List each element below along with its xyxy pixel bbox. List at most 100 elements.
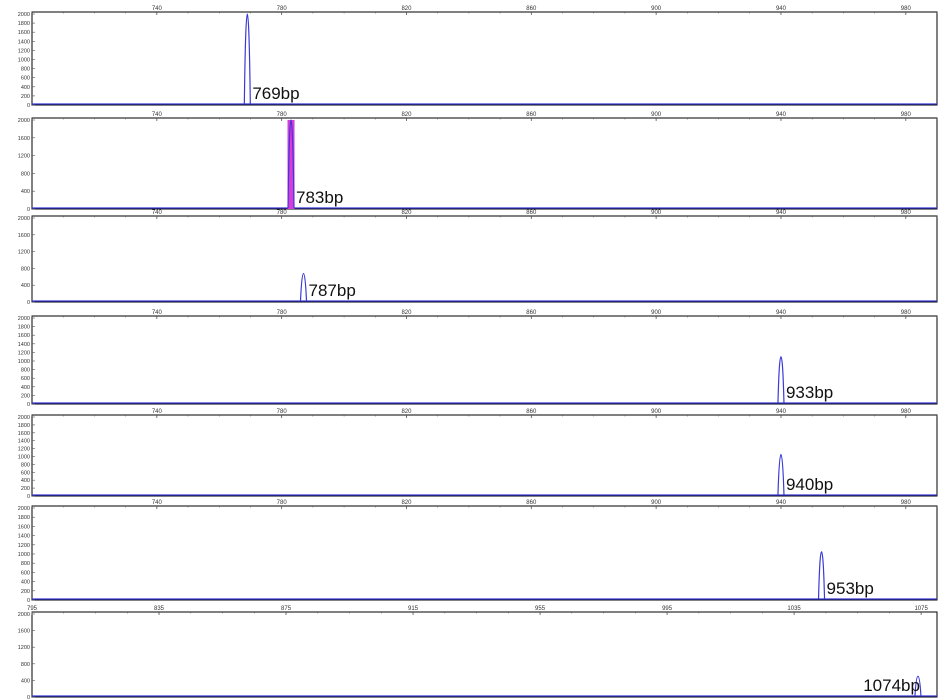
y-tick-label: 200 [21,94,30,100]
y-tick-label: 800 [21,662,30,668]
y-tick-label: 600 [21,76,30,82]
y-tick-label: 1000 [18,455,30,461]
y-tick-label: 1800 [18,325,30,331]
x-tick-label: 915 [408,606,419,612]
panel-7: 795 835 875 915 955 995 1035 1075 0 400 800 1200 160… [18,606,938,700]
peak-label: 783bp [296,188,343,207]
y-tick-label: 400 [21,189,30,195]
x-tick-label: 820 [401,210,412,216]
y-tick-label: 1800 [18,515,30,521]
peak-highlight [287,120,295,209]
y-tick-label: 400 [21,580,30,586]
x-tick-label: 740 [152,409,163,415]
y-tick-label: 1200 [18,350,30,356]
y-tick-label: 2000 [18,12,30,18]
peak [777,453,785,496]
x-tick-label: 860 [526,500,537,506]
y-tick-label: 1600 [18,333,30,339]
y-tick-label: 600 [21,470,30,476]
y-tick-label: 0 [27,103,30,109]
peak-label: 933bp [786,383,833,402]
y-tick-label: 1600 [18,629,30,635]
x-tick-label: 980 [901,210,912,216]
x-tick-label: 860 [526,310,537,316]
y-tick-label: 0 [27,598,30,604]
x-tick-label: 860 [526,210,537,216]
y-tick-label: 2000 [18,316,30,322]
y-tick-label: 400 [21,283,30,289]
x-tick-label: 820 [401,409,412,415]
y-tick-label: 1600 [18,233,30,239]
x-tick-label: 780 [277,6,288,12]
x-tick-label: 780 [277,112,288,118]
panel-frame [31,414,938,497]
x-tick-label: 740 [152,112,163,118]
x-tick-label: 940 [776,409,787,415]
y-tick-label: 1400 [18,439,30,445]
x-tick-label: 980 [901,112,912,118]
y-tick-label: 0 [27,207,30,213]
panel-frame [31,315,938,405]
peak-label: 940bp [786,475,833,494]
x-tick-label: 835 [154,606,165,612]
y-tick-label: 2000 [18,118,30,124]
peak [299,272,308,302]
x-tick-label: 980 [901,310,912,316]
y-tick-label: 1400 [18,534,30,540]
y-tick-label: 0 [27,494,30,500]
x-tick-label: 980 [901,409,912,415]
y-tick-label: 1600 [18,431,30,437]
x-tick-label: 980 [901,500,912,506]
y-tick-label: 0 [27,300,30,306]
x-tick-label: 780 [277,210,288,216]
x-tick-label: 1035 [787,606,801,612]
panel-frame [31,611,938,698]
panel-4: 740 780 820 860 900 940 980 0 200 400 600 800 1000 12… [18,310,938,408]
y-tick-label: 1800 [18,21,30,27]
x-tick-label: 820 [401,6,412,12]
x-tick-label: 860 [526,6,537,12]
y-tick-label: 1200 [18,250,30,256]
y-tick-label: 2000 [18,612,30,618]
x-tick-label: 795 [27,606,38,612]
y-tick-label: 800 [21,462,30,468]
x-tick-label: 860 [526,409,537,415]
x-tick-label: 780 [277,500,288,506]
x-tick-label: 860 [526,112,537,118]
x-tick-label: 940 [776,112,787,118]
x-tick-label: 940 [776,6,787,12]
y-tick-label: 1600 [18,136,30,142]
x-tick-label: 820 [401,500,412,506]
peak-label: 769bp [252,84,299,103]
peak-label: 1074bp [863,676,920,695]
y-tick-label: 600 [21,570,30,576]
peak [914,675,922,697]
panel-frame [31,505,938,601]
x-tick-label: 780 [277,310,288,316]
x-tick-label: 900 [651,500,662,506]
y-tick-label: 800 [21,171,30,177]
peak-label: 953bp [827,579,874,598]
x-tick-label: 820 [401,112,412,118]
peak [287,119,295,209]
y-tick-label: 800 [21,67,30,73]
y-tick-label: 400 [21,478,30,484]
y-tick-label: 2000 [18,506,30,512]
x-tick-label: 820 [401,310,412,316]
y-tick-label: 200 [21,589,30,595]
x-tick-label: 955 [535,606,546,612]
peak [777,356,785,404]
panel-frame [31,117,938,210]
panel-3: 740 780 820 860 900 940 980 0 400 800 1200 1600 2000… [18,210,938,306]
y-tick-label: 1400 [18,342,30,348]
y-tick-label: 1000 [18,359,30,365]
peak-label: 787bp [309,281,356,300]
x-tick-label: 900 [651,310,662,316]
panel-frame [31,215,938,303]
x-tick-label: 875 [281,606,292,612]
x-tick-label: 740 [152,500,163,506]
peak [817,551,826,600]
